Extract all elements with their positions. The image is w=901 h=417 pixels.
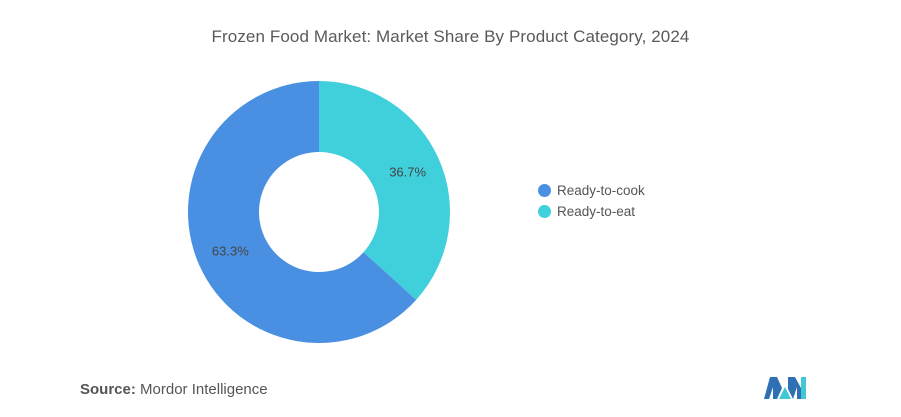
source-note: Source: Mordor Intelligence — [80, 381, 268, 398]
slice-ready-to-eat[interactable] — [319, 81, 451, 300]
logo-shape-mid — [779, 387, 791, 399]
logo-shape-right — [788, 377, 801, 399]
logo-shape-left — [764, 377, 782, 399]
logo-shape-tail — [801, 377, 806, 399]
legend-label-ready-to-cook: Ready-to-cook — [557, 183, 645, 198]
chart-title: Frozen Food Market: Market Share By Prod… — [211, 27, 690, 46]
source-value: Mordor Intelligence — [140, 381, 268, 398]
legend-label-ready-to-eat: Ready-to-eat — [557, 204, 636, 219]
slice-ready-to-cook[interactable] — [188, 80, 417, 343]
legend-item-ready-to-eat[interactable]: Ready-to-eat — [538, 201, 645, 222]
legend-swatch-ready-to-cook — [538, 184, 551, 197]
source-label: Source: — [80, 381, 136, 398]
data-label-ready-to-eat: 36.7% — [389, 165, 426, 180]
legend-swatch-ready-to-eat — [538, 205, 551, 218]
chart-legend: Ready-to-cook Ready-to-eat — [538, 180, 645, 222]
mordor-intelligence-logo-icon — [764, 377, 806, 399]
data-label-ready-to-cook: 63.3% — [212, 243, 249, 258]
legend-item-ready-to-cook[interactable]: Ready-to-cook — [538, 180, 645, 201]
